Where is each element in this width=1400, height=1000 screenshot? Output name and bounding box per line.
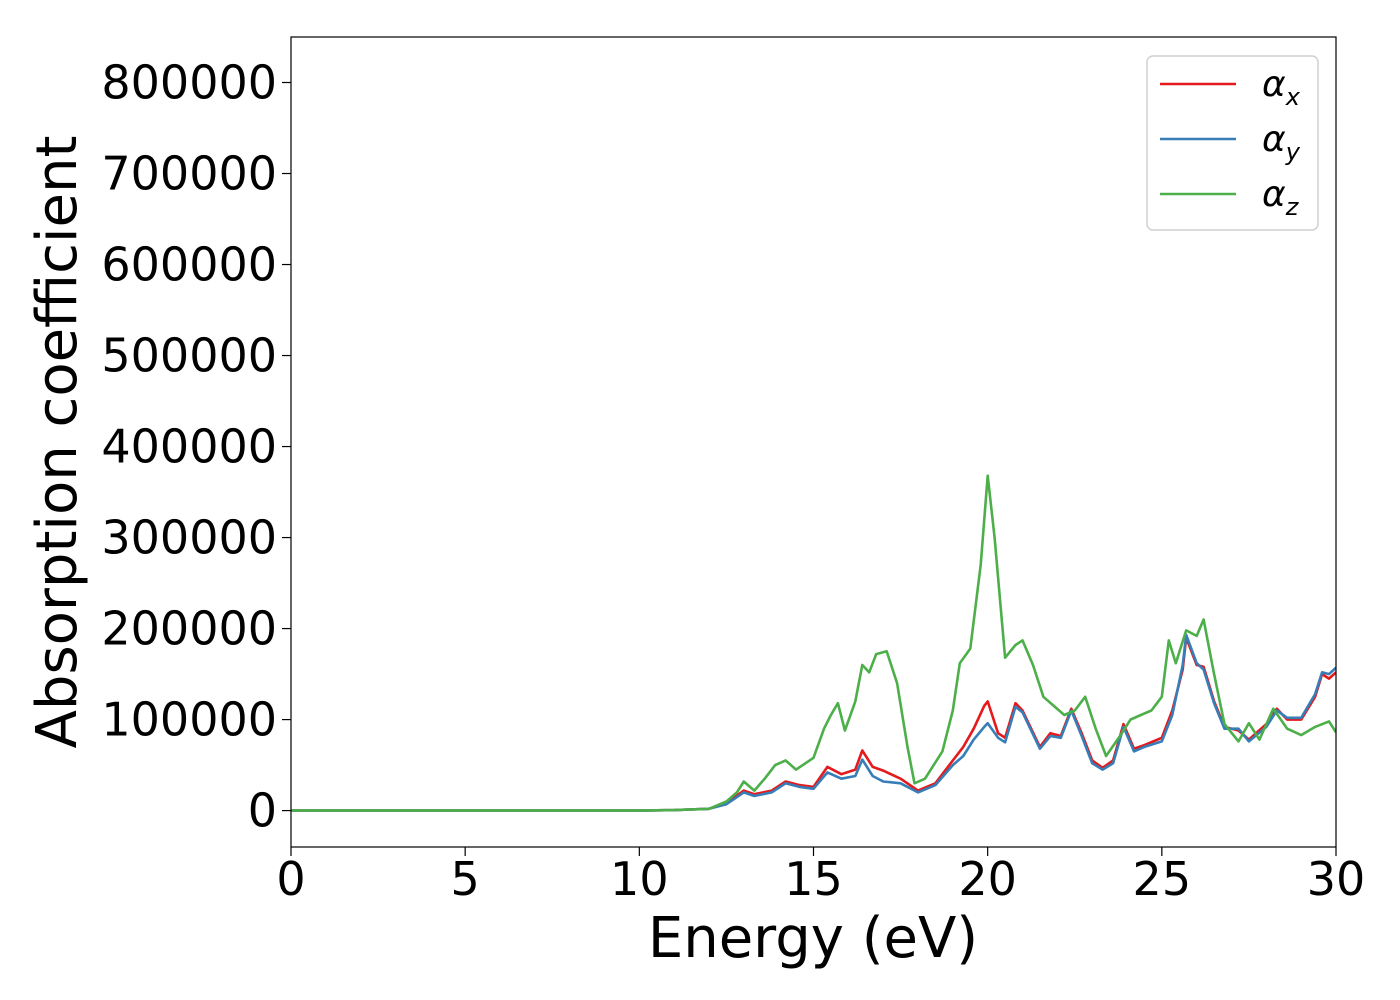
legend-label-y: αy [1262,119,1301,166]
x-tick-label: 25 [1133,852,1192,906]
y-tick-label: 300000 [101,511,277,565]
series-line-y [291,633,1336,812]
y-tick-label: 0 [248,784,277,838]
y-tick-label: 500000 [101,329,277,383]
x-tick-label: 10 [610,852,669,906]
x-tick-label: 0 [276,852,305,906]
y-axis-ticks: 0 100000 200000 300000 400000 500000 600000 700… [101,56,291,838]
y-tick-label: 400000 [101,420,277,474]
y-axis-title: Absorption coefficient [25,136,90,749]
y-tick-label: 600000 [101,238,277,292]
legend-label-z: αz [1262,174,1300,221]
y-tick-label: 100000 [101,693,277,747]
y-tick-label: 200000 [101,602,277,656]
x-axis-title: Energy (eV) [648,906,978,971]
plot-lines [291,474,1336,812]
y-tick-label: 700000 [101,147,277,201]
series-line-z [291,474,1336,812]
x-tick-label: 20 [958,852,1017,906]
legend-box [1146,55,1319,231]
legend: αx αy αz [1146,55,1319,231]
x-tick-label: 5 [451,852,480,906]
y-tick-label: 800000 [101,56,277,110]
series-line-x [291,636,1336,812]
x-axis-ticks: 0 5 10 15 20 25 30 [276,847,1365,906]
x-tick-label: 30 [1307,852,1366,906]
legend-label-x: αx [1262,64,1301,111]
x-tick-label: 15 [784,852,843,906]
plot-frame [290,36,1337,848]
